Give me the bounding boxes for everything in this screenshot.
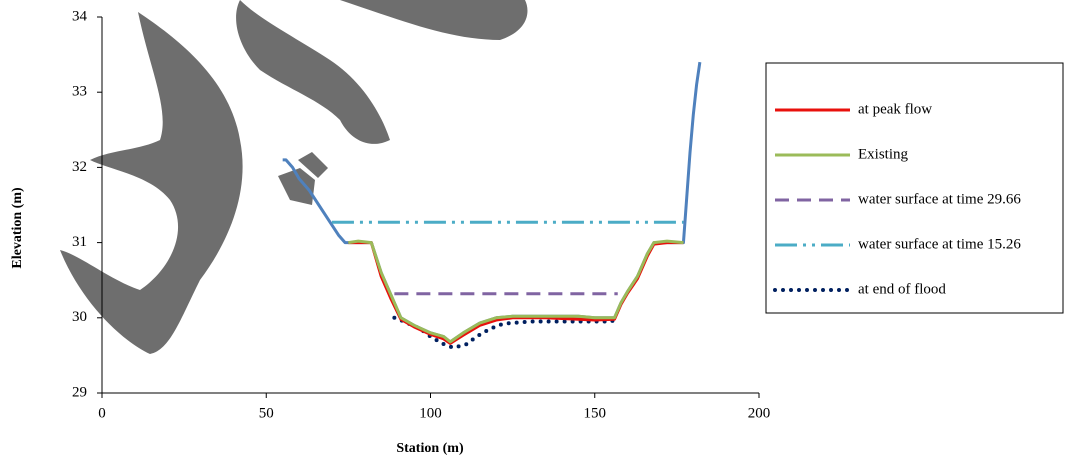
x-tick-label: 150	[584, 405, 607, 421]
x-tick-label: 100	[419, 405, 442, 421]
series-line	[348, 239, 684, 344]
x-axis-title: Station (m)	[396, 441, 464, 456]
legend-label: at peak flow	[858, 101, 932, 117]
y-tick-label: 32	[72, 159, 87, 175]
legend	[765, 62, 1064, 314]
y-tick-label: 29	[72, 384, 87, 400]
x-tick-label: 50	[259, 405, 274, 421]
x-tick-label: 200	[748, 405, 771, 421]
y-tick-label: 33	[72, 84, 87, 100]
x-tick-label: 0	[98, 405, 106, 421]
legend-label: Existing	[858, 146, 909, 162]
watermark	[60, 0, 528, 354]
y-tick-label: 31	[72, 234, 87, 250]
legend-label: at end of flood	[858, 281, 946, 297]
legend-label: water surface at time 29.66	[858, 191, 1021, 207]
legend-label: water surface at time 15.26	[858, 236, 1021, 252]
y-axis-title: Elevation (m)	[10, 187, 25, 269]
y-tick-label: 34	[72, 8, 88, 24]
y-tick-label: 30	[72, 309, 87, 325]
